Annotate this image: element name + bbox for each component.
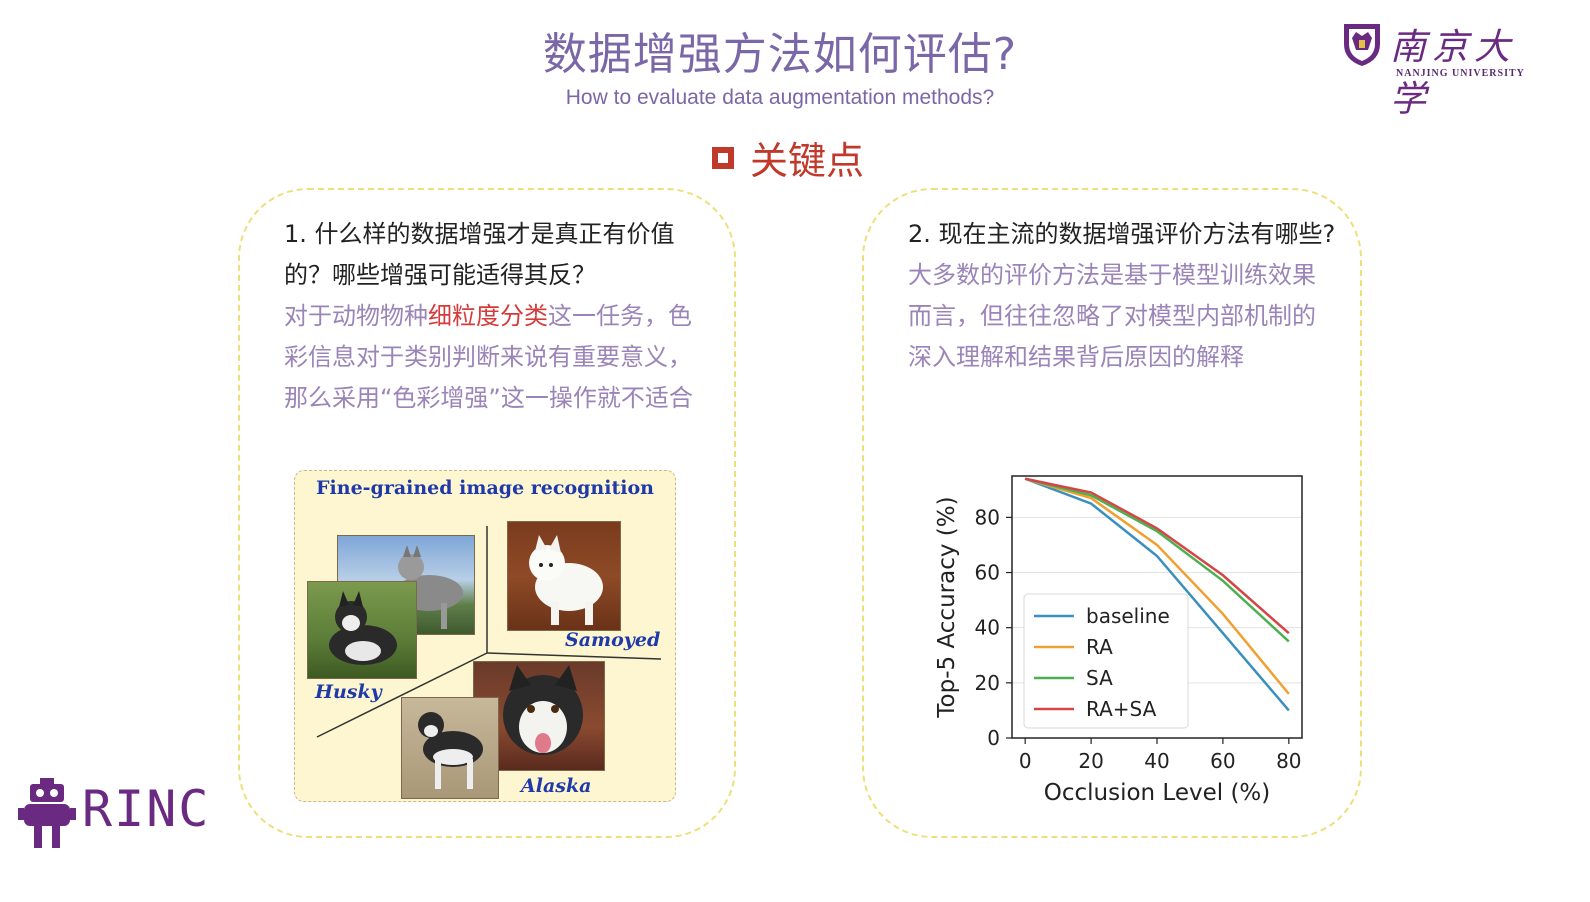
nju-logo-text: 南京大学 <box>1390 27 1517 120</box>
left-answer: 对于动物物种细粒度分类这一任务，色彩信息对于类别判断来说有重要意义，那么采用“色… <box>284 296 704 419</box>
left-answer-pre: 对于动物物种 <box>284 302 428 330</box>
x-tick-label-3: 60 <box>1210 749 1235 773</box>
square-bullet-icon <box>712 146 734 169</box>
y-tick-label-0: 0 <box>987 726 1000 750</box>
right-panel <box>862 188 1362 838</box>
x-tick-label-0: 0 <box>1019 749 1032 773</box>
series-line-baseline <box>1024 477 1290 712</box>
page-subtitle: How to evaluate data augmentation method… <box>565 86 995 109</box>
label-husky: Husky <box>315 681 382 703</box>
nju-logo-subtext: NANJING UNIVERSITY <box>1396 68 1525 79</box>
x-tick-label-2: 40 <box>1144 749 1169 773</box>
rinc-logo-text: RINC <box>82 780 211 838</box>
label-alaska: Alaska <box>521 775 592 797</box>
samoyed-dog <box>529 535 603 625</box>
series-line-ra-sa <box>1024 477 1290 635</box>
label-samoyed: Samoyed <box>565 629 661 651</box>
series-line-sa <box>1024 477 1290 643</box>
left-question: 1. 什么样的数据增强才是真正有价值的？哪些增强可能适得其反？ <box>284 220 675 289</box>
legend-label-3: RA+SA <box>1086 697 1157 721</box>
page-title: 数据增强方法如何评估? <box>542 29 1018 80</box>
left-answer-post: 这一任务，色彩信息对于类别判断来说有重要意义，那么采用“色彩增强”这一操作就不适… <box>284 302 693 412</box>
y-tick-label-1: 20 <box>975 671 1000 695</box>
y-tick-label-3: 60 <box>975 561 1000 585</box>
keypoint-heading: 关键点 <box>712 130 864 185</box>
legend-label-0: baseline <box>1086 604 1170 628</box>
legend-box <box>1023 593 1189 729</box>
right-question: 2. 现在主流的数据增强评价方法有哪些? <box>908 220 1336 248</box>
left-answer-highlight: 细粒度分类 <box>428 302 548 330</box>
figure-title: Fine-grained image recognition <box>316 477 654 499</box>
x-tick-label-1: 20 <box>1078 749 1103 773</box>
figure-axes <box>316 526 662 738</box>
nju-crest-icon <box>1344 24 1380 66</box>
rinc-logo: RINC <box>18 778 218 852</box>
y-tick-label-2: 40 <box>975 616 1000 640</box>
legend-label-2: SA <box>1086 666 1113 690</box>
nju-logo: 南京大学 NANJING UNIVERSITY <box>1342 18 1542 120</box>
keypoint-label: 关键点 <box>750 139 865 183</box>
fine-grained-figure: Fine-grained image recognition <box>294 470 676 802</box>
y-axis-label: Top-5 Accuracy (%) <box>934 496 960 718</box>
husky-dog-front <box>329 591 397 665</box>
robot-icon <box>18 778 76 848</box>
series-line-ra <box>1024 477 1290 695</box>
right-answer: 大多数的评价方法是基于模型训练效果而言，但往往忽略了对模型内部机制的深入理解和结… <box>908 261 1316 371</box>
right-panel-text: 2. 现在主流的数据增强评价方法有哪些? 大多数的评价方法是基于模型训练效果而言… <box>908 214 1338 378</box>
left-panel-text: 1. 什么样的数据增强才是真正有价值的？哪些增强可能适得其反？ 对于动物物种细粒… <box>284 214 704 419</box>
alaska-dog-face <box>503 665 583 755</box>
x-axis-label: Occlusion Level (%) <box>1044 780 1271 806</box>
left-panel <box>238 188 736 838</box>
alaska-dog-body <box>418 712 483 789</box>
legend-label-1: RA <box>1086 635 1113 659</box>
y-tick-label-4: 80 <box>975 505 1000 529</box>
x-tick-label-4: 80 <box>1276 749 1301 773</box>
